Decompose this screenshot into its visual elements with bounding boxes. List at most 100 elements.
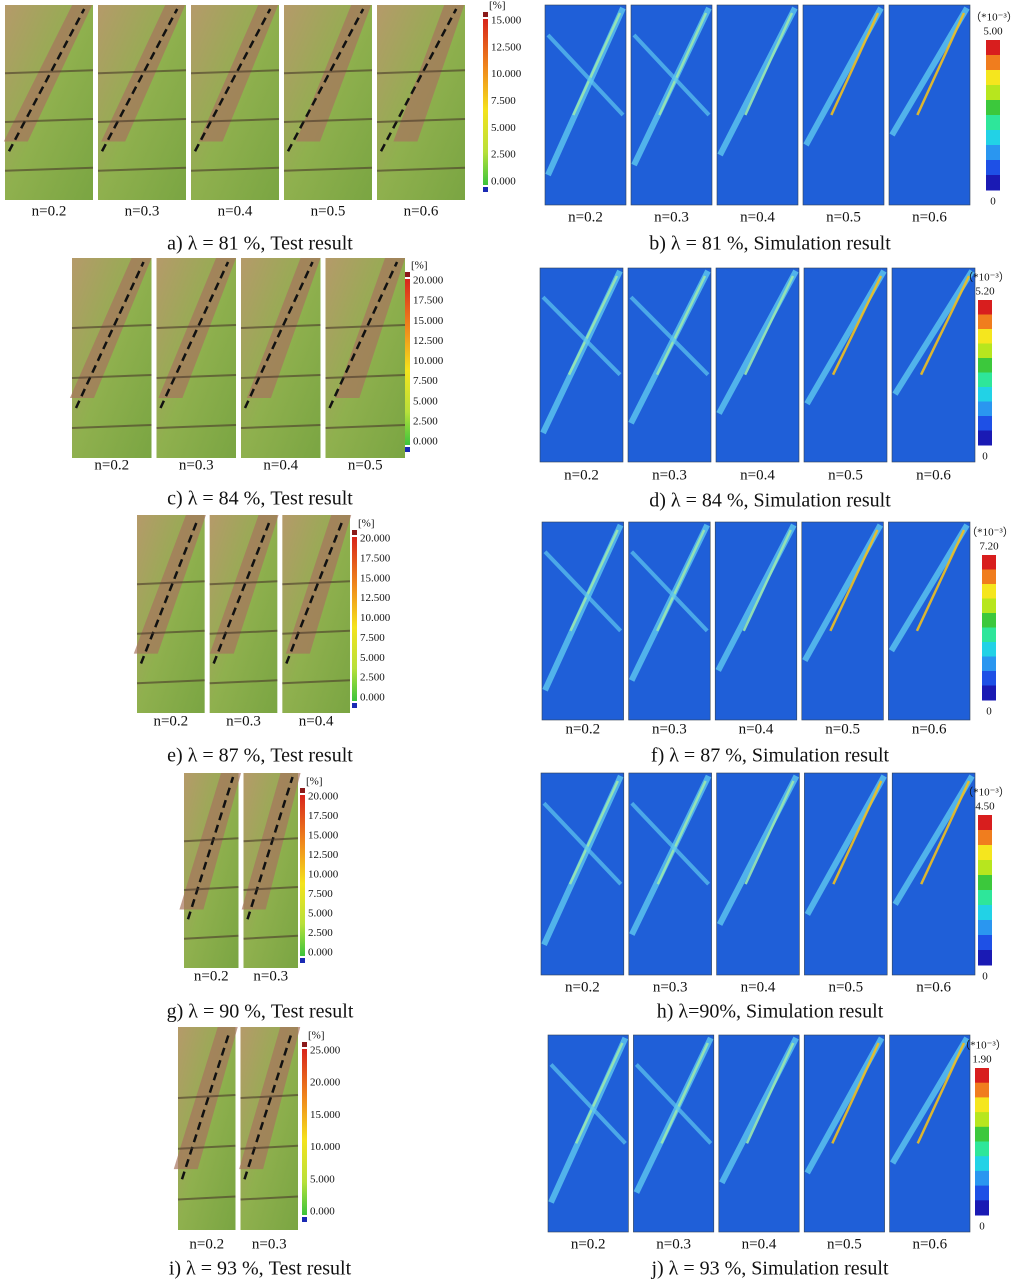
- colorbar-top: [483, 12, 488, 17]
- image-label: n=0.6: [916, 979, 951, 995]
- image-label: n=0.5: [828, 467, 863, 483]
- image-label: n=0.2: [571, 1236, 606, 1252]
- caption: a) λ = 81 %, Test result: [167, 233, 353, 255]
- colorbar-tick: 17.500: [413, 295, 444, 307]
- image-label: n=0.4: [740, 467, 775, 483]
- caption: j) λ = 93 %, Simulation result: [650, 1258, 889, 1280]
- colorbar-tick: 2.500: [491, 149, 516, 161]
- colorbar-block: [978, 387, 992, 402]
- colorbar-tick: 20.000: [360, 533, 391, 545]
- colorbar-tick: 12.500: [491, 41, 522, 53]
- contour-bg: [892, 268, 975, 462]
- contour-bg: [804, 268, 887, 462]
- simulation-contour: [540, 268, 623, 462]
- image-label: n=0.6: [916, 467, 951, 483]
- simulation-contour: [803, 5, 884, 205]
- image-label: n=0.2: [564, 467, 599, 483]
- simulation-contour: [717, 773, 800, 975]
- colorbar-block: [978, 875, 992, 891]
- colorbar-bottom: [352, 703, 357, 708]
- colorbar-tick: 10.000: [360, 612, 391, 624]
- colorbar-block: [978, 950, 992, 966]
- colorbar-unit: （*10⁻³）: [962, 786, 1010, 799]
- colorbar-tick: 17.500: [308, 810, 339, 822]
- contour-bg: [803, 5, 884, 205]
- colorbar-tick: 20.000: [413, 275, 444, 287]
- simulation-contour: [629, 522, 711, 720]
- colorbar-unit: （*10⁻³）: [962, 271, 1010, 284]
- colorbar-block: [982, 570, 996, 585]
- colorbar-top: [405, 272, 410, 277]
- contour-bg: [804, 773, 887, 975]
- contour-bg: [715, 522, 797, 720]
- colorbar-bottom: [300, 958, 305, 963]
- image-label: n=0.6: [912, 209, 947, 225]
- caption: g) λ = 90 %, Test result: [167, 1001, 354, 1023]
- colorbar-tick: 7.500: [308, 888, 333, 900]
- colorbar-tick: 2.500: [360, 672, 385, 684]
- colorbar-tick: 20.000: [308, 791, 339, 803]
- colorbar-bottom: [302, 1217, 307, 1222]
- colorbar-block: [982, 613, 996, 628]
- contour-bg: [888, 522, 970, 720]
- colorbar-block: [982, 686, 996, 701]
- simulation-contour: [719, 1035, 799, 1232]
- colorbar-block: [978, 815, 992, 831]
- contour-bg: [717, 5, 798, 205]
- image-label: n=0.2: [94, 457, 129, 473]
- contour-bg: [717, 773, 800, 975]
- image-label: n=0.5: [825, 721, 860, 737]
- colorbar-tick: 15.000: [310, 1109, 341, 1121]
- image-label: n=0.4: [741, 979, 776, 995]
- caption: h) λ=90%, Simulation result: [657, 1001, 884, 1023]
- colorbar-tick: 5.000: [413, 395, 438, 407]
- simulation-contour: [628, 268, 711, 462]
- colorbar-tick: 0.000: [308, 947, 333, 959]
- simulation-contour: [802, 522, 884, 720]
- colorbar-block: [982, 599, 996, 614]
- colorbar-block: [978, 905, 992, 921]
- simulation-contour: [804, 268, 887, 462]
- image-label: n=0.6: [912, 1236, 947, 1252]
- image-label: n=0.3: [226, 713, 261, 729]
- colorbar-block: [978, 920, 992, 936]
- colorbar-tick: 0.000: [360, 692, 385, 704]
- test-photo: [191, 5, 279, 200]
- test-photo: [179, 773, 241, 968]
- colorbar-block: [978, 431, 992, 446]
- colorbar-tick: 25.000: [310, 1045, 341, 1057]
- contour-bg: [889, 5, 970, 205]
- colorbar-block: [986, 130, 1000, 146]
- colorbar-block: [986, 115, 1000, 131]
- colorbar-tick: 7.500: [413, 375, 438, 387]
- image-label: n=0.4: [263, 457, 298, 473]
- test-photo: [134, 515, 206, 713]
- image-label: n=0.5: [827, 1236, 862, 1252]
- colorbar-bottom: [405, 447, 410, 452]
- colorbar-block: [986, 70, 1000, 86]
- test-photo: [284, 5, 372, 200]
- colorbar: [352, 537, 357, 701]
- simulation-contour: [717, 5, 798, 205]
- test-photo: [282, 515, 351, 713]
- colorbar-tick: 12.500: [308, 849, 339, 861]
- colorbar-block: [975, 1171, 989, 1186]
- colorbar-tick: 0.000: [491, 176, 516, 188]
- colorbar-block: [982, 671, 996, 686]
- test-photo: [326, 258, 406, 458]
- colorbar-unit: （*10⁻³）: [970, 11, 1018, 24]
- image-label: n=0.2: [194, 968, 229, 984]
- colorbar: [483, 19, 488, 185]
- colorbar-max: 7.20: [979, 541, 999, 553]
- simulation-contour: [890, 1035, 970, 1232]
- image-label: n=0.2: [189, 1236, 224, 1252]
- colorbar-tick: 12.500: [360, 592, 391, 604]
- image-label: n=0.6: [912, 721, 947, 737]
- image-label: n=0.4: [299, 713, 334, 729]
- colorbar-block: [978, 830, 992, 846]
- colorbar-block: [982, 642, 996, 657]
- contour-bg: [716, 268, 799, 462]
- colorbar-block: [982, 628, 996, 643]
- colorbar-block: [975, 1068, 989, 1083]
- colorbar-tick: 12.500: [413, 335, 444, 347]
